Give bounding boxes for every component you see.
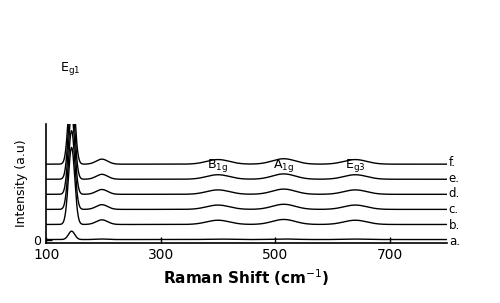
Text: b.: b. <box>449 219 460 232</box>
Text: a.: a. <box>449 235 460 248</box>
Text: $\mathrm{A_{1g}}$: $\mathrm{A_{1g}}$ <box>274 158 294 175</box>
Text: e.: e. <box>449 172 460 185</box>
Text: f.: f. <box>449 156 456 169</box>
Y-axis label: Intensity (a.u): Intensity (a.u) <box>15 140 28 227</box>
Text: $\mathrm{B_{1g}}$: $\mathrm{B_{1g}}$ <box>208 158 229 175</box>
Text: d.: d. <box>449 188 460 200</box>
Text: $\mathrm{E_{g3}}$: $\mathrm{E_{g3}}$ <box>345 158 366 175</box>
Text: c.: c. <box>449 203 459 216</box>
X-axis label: Raman Shift (cm$^{-1}$): Raman Shift (cm$^{-1}$) <box>164 267 330 288</box>
Text: $\mathrm{E_{g1}}$: $\mathrm{E_{g1}}$ <box>60 60 80 77</box>
